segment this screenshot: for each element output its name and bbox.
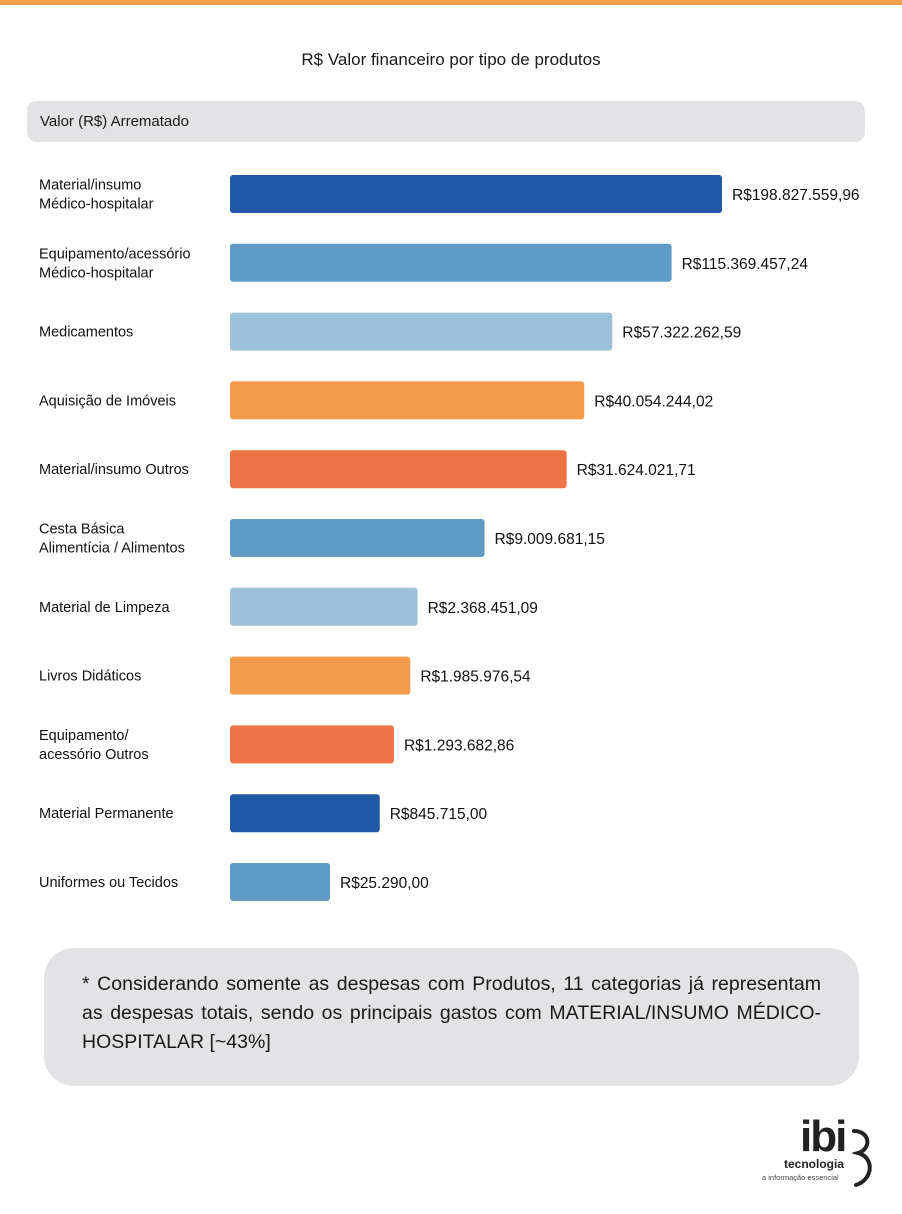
value-label: R$25.290,00 — [340, 875, 429, 892]
bar — [230, 656, 411, 695]
logo-wordmark: tecnologia — [784, 1157, 845, 1171]
category-label: Material Permanente — [39, 806, 174, 822]
chart-title: R$ Valor financeiro por tipo de produtos — [301, 50, 601, 69]
value-label: R$2.368.451,09 — [428, 600, 538, 617]
category-label: Aquisição de Imóveis — [39, 393, 176, 409]
bar — [230, 519, 485, 557]
category-label: Material/insumo Médico-hospitalar — [39, 178, 154, 213]
series-header-label: Valor (R$) Arrematado — [40, 113, 189, 130]
category-label: Equipamento/acessório Outros — [39, 728, 149, 763]
note-box: * Considerando somente as despesas com P… — [44, 948, 859, 1086]
bar — [230, 243, 672, 282]
value-label: R$198.827.559,96 — [732, 187, 860, 204]
value-label: R$57.322.262,59 — [622, 325, 741, 342]
value-label: R$9.009.681,15 — [495, 531, 605, 548]
ibi-logo: ibi tecnologia a informação essencial — [760, 1115, 885, 1195]
note-text: * Considerando somente as despesas com P… — [82, 973, 821, 1053]
category-label: Medicamentos — [39, 325, 133, 341]
category-label: Uniformes ou Tecidos — [39, 875, 178, 891]
logo-mark: ibi — [800, 1112, 847, 1161]
value-label: R$1.293.682,86 — [404, 737, 514, 754]
value-label: R$1.985.976,54 — [420, 669, 531, 686]
bar — [230, 312, 613, 351]
bar — [230, 450, 567, 489]
value-label: R$40.054.244,02 — [594, 393, 713, 410]
bar — [230, 725, 394, 764]
value-label: R$845.715,00 — [390, 806, 488, 823]
value-label: R$31.624.021,71 — [577, 462, 696, 479]
bar — [230, 863, 330, 901]
series-header: Valor (R$) Arrematado — [27, 101, 865, 142]
logo-tagline: a informação essencial — [762, 1173, 839, 1182]
bar — [230, 794, 380, 833]
category-label: Material/insumo Outros — [39, 462, 189, 478]
category-label: Material de Limpeza — [39, 600, 170, 616]
bar-chart: Material/insumo Médico-hospitalar R$198.82… — [39, 175, 860, 901]
category-label: Livros Didáticos — [39, 669, 141, 685]
logo-curl-icon — [852, 1129, 872, 1187]
bar — [230, 381, 585, 420]
category-label: Cesta Básica Alimentícia / Alimentos — [39, 522, 185, 557]
category-label: Equipamento/acessório Médico-hospitalar — [39, 246, 191, 281]
top-accent-bar — [0, 0, 902, 5]
bar — [230, 175, 722, 213]
bar — [230, 587, 418, 626]
value-label: R$115.369.457,24 — [682, 256, 809, 273]
